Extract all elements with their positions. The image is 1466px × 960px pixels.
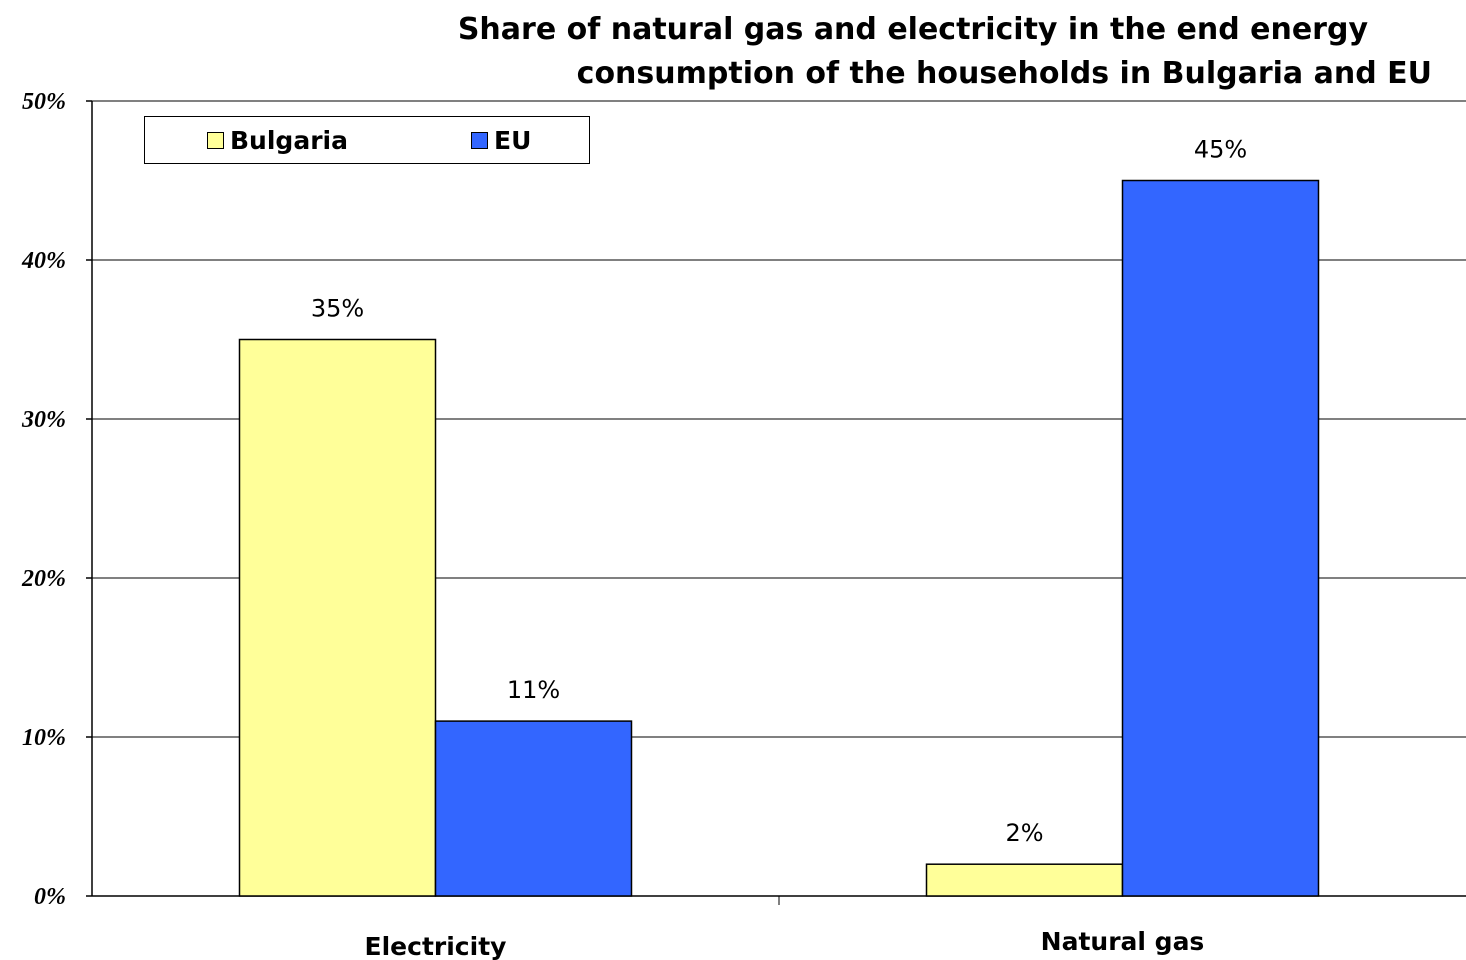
x-category-label: Electricity <box>365 932 507 960</box>
chart-title-line-1: Share of natural gas and electricity in … <box>457 12 1368 47</box>
legend-item-eu: EU <box>471 126 531 155</box>
y-tick-label: 40% <box>21 248 66 274</box>
legend-item-bulgaria: Bulgaria <box>207 126 348 155</box>
x-category-label: Natural gas <box>1041 927 1205 956</box>
bar-bulgaria <box>925 863 1124 897</box>
bar-eu <box>434 720 633 897</box>
data-label: 2% <box>1005 819 1043 847</box>
y-tick-label: 30% <box>21 407 66 433</box>
data-label: 35% <box>311 295 364 323</box>
chart-legend: Bulgaria EU <box>144 116 590 164</box>
bar-eu <box>1121 179 1320 897</box>
y-tick-label: 0% <box>34 884 66 910</box>
chart-title-line-2: consumption of the households in Bulgari… <box>576 56 1432 91</box>
y-tick-label: 20% <box>21 566 66 592</box>
legend-label-eu: EU <box>494 126 532 155</box>
legend-label-bulgaria: Bulgaria <box>230 126 348 155</box>
bar-bulgaria <box>238 338 437 897</box>
y-tick-label: 10% <box>22 725 66 751</box>
data-label: 11% <box>507 676 560 704</box>
y-tick-label: 50% <box>22 89 66 115</box>
legend-swatch-eu <box>471 132 488 149</box>
data-label: 45% <box>1194 136 1247 164</box>
legend-swatch-bulgaria <box>207 132 224 149</box>
